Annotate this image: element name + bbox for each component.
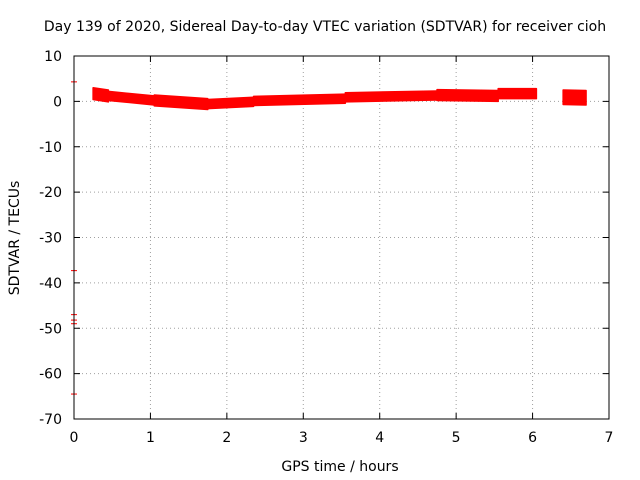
data-band-segment [497, 87, 538, 100]
grid-lines [74, 56, 609, 419]
y-tick-label: 0 [53, 94, 62, 110]
x-tick-label: 4 [375, 430, 384, 446]
data-series [71, 78, 587, 398]
x-tick-label: 7 [605, 430, 614, 446]
data-band-segment [92, 87, 110, 103]
x-axis-label: GPS time / hours [281, 459, 398, 475]
y-tick-label: -50 [39, 321, 62, 337]
x-tick-label: 5 [452, 430, 461, 446]
data-band-segment [153, 94, 209, 111]
chart-title: Day 139 of 2020, Sidereal Day-to-day VTE… [44, 19, 606, 35]
data-band-segment [252, 93, 347, 107]
y-tick-label: 10 [44, 49, 62, 65]
data-band-segment [344, 90, 438, 103]
plot-frame [73, 55, 610, 420]
data-band-segment [436, 88, 499, 103]
y-axis-label: SDTVAR / TECUs [7, 181, 23, 296]
axis-ticks: 0 1 2 3 4 5 6 7 10 0 -10 -20 -30 -40 -50 -60 -70 [39, 49, 613, 446]
x-tick-label: 2 [222, 430, 231, 446]
data-band-segment [207, 96, 255, 110]
y-tick-label: -40 [39, 276, 62, 292]
x-tick-label: 1 [146, 430, 155, 446]
x-tick-label: 3 [299, 430, 308, 446]
x-tick-label: 6 [528, 430, 537, 446]
y-tick-label: -30 [39, 231, 62, 247]
y-tick-label: -60 [39, 367, 62, 383]
y-tick-label: -10 [39, 140, 62, 156]
data-band-segment [107, 90, 155, 106]
y-tick-label: -20 [39, 185, 62, 201]
x-tick-label: 0 [70, 430, 79, 446]
data-band-segment [562, 89, 587, 106]
y-tick-label: -70 [39, 412, 62, 428]
